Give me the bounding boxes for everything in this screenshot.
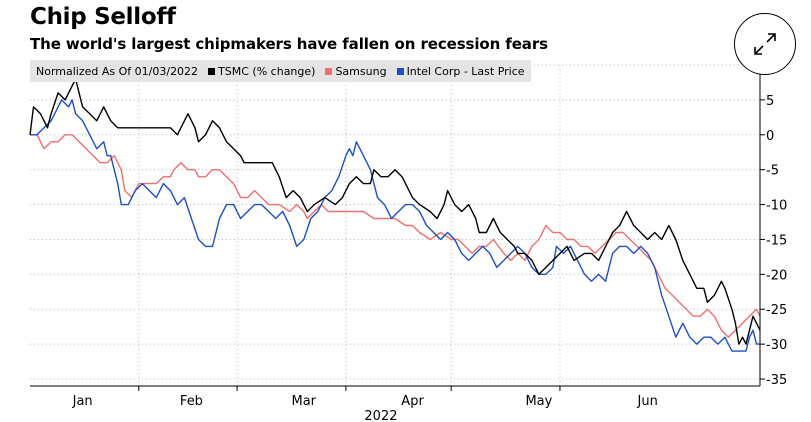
y-tick-label: -10 xyxy=(766,199,787,214)
y-axis: 1050-5-10-15-20-25-30-35 xyxy=(759,59,787,388)
y-tick-label: -35 xyxy=(766,373,787,388)
x-tick-label: Mar xyxy=(291,394,316,409)
legend-prefix: Normalized As Of 01/03/2022 xyxy=(36,64,199,78)
y-tick-label: -30 xyxy=(766,338,787,353)
x-axis: Jan Feb Mar Apr May Jun 2022 xyxy=(30,385,760,422)
x-tick-label: Jun xyxy=(637,394,658,409)
chart-legend: Normalized As Of 01/03/2022 TSMC (% chan… xyxy=(30,60,531,82)
y-tick-label: -20 xyxy=(766,268,787,283)
legend-item-intel[interactable]: Intel Corp - Last Price xyxy=(396,64,525,78)
legend-item-tsmc[interactable]: TSMC (% change) xyxy=(208,65,315,78)
y-tick-label: -15 xyxy=(766,233,787,248)
legend-swatch-tsmc xyxy=(208,67,216,75)
series-line-samsung xyxy=(30,134,761,338)
y-tick-label: 5 xyxy=(766,94,774,109)
x-axis-title: 2022 xyxy=(364,409,397,422)
legend-swatch-intel xyxy=(396,67,404,75)
y-tick-label: -25 xyxy=(766,303,787,318)
chart-subtitle: The world's largest chipmakers have fall… xyxy=(30,35,548,53)
chart-series xyxy=(29,78,761,352)
legend-label-intel: Intel Corp - Last Price xyxy=(406,64,525,78)
chart-title: Chip Selloff xyxy=(30,4,176,30)
expand-arrows-icon xyxy=(754,33,776,55)
legend-item-samsung[interactable]: Samsung xyxy=(325,64,387,78)
x-tick-label: May xyxy=(525,394,552,409)
series-line-tsmc xyxy=(29,78,761,345)
legend-label-tsmc: TSMC (% change) xyxy=(218,64,316,78)
legend-swatch-samsung xyxy=(325,67,333,75)
x-tick-label: Apr xyxy=(401,394,424,409)
chart-gridlines xyxy=(30,64,760,386)
x-tick-label: Feb xyxy=(180,394,203,409)
legend-label-samsung: Samsung xyxy=(335,64,387,78)
y-tick-label: 0 xyxy=(766,129,774,144)
expand-button[interactable] xyxy=(734,13,796,75)
x-tick-label: Jan xyxy=(72,394,93,409)
y-tick-label: -5 xyxy=(766,164,779,179)
series-line-intel xyxy=(30,99,760,352)
